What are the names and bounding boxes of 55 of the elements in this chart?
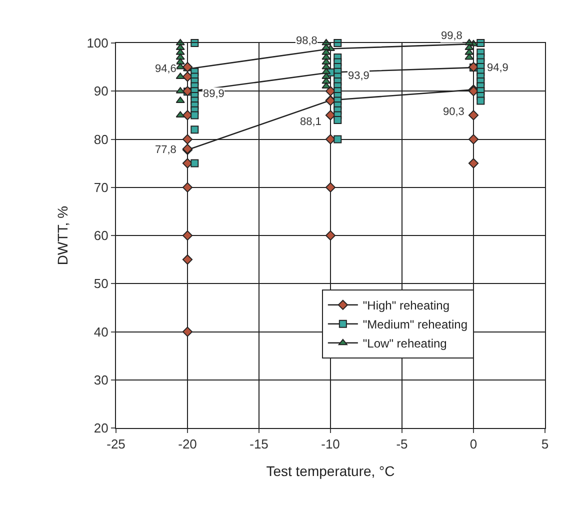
y-tick-label: 60	[94, 228, 108, 244]
y-axis-title: DWTT, %	[54, 206, 70, 266]
x-tick-label: -15	[250, 436, 268, 452]
point	[190, 111, 199, 120]
y-tick-label: 80	[94, 132, 108, 147]
point	[182, 254, 193, 265]
point	[464, 53, 474, 60]
annotation: 98,8	[296, 35, 318, 47]
y-tick-label: 90	[94, 84, 108, 99]
point	[322, 44, 331, 50]
legend-label: "Low" reheating	[362, 336, 447, 351]
point	[182, 326, 193, 337]
point	[322, 53, 331, 60]
point	[468, 158, 479, 168]
x-tick-label: 0	[470, 436, 478, 452]
legend-label: "Medium" reheating	[362, 318, 468, 332]
point	[468, 134, 479, 144]
y-tick-label: 70	[94, 180, 108, 195]
point	[468, 110, 479, 120]
y-tick-label: 40	[94, 324, 108, 340]
annotation: 77,8	[155, 144, 176, 156]
y-tick-label: 30	[94, 372, 108, 388]
annotation: 90,3	[443, 106, 464, 118]
point	[334, 116, 342, 124]
annotation: 94,9	[487, 62, 508, 74]
annotation: 93,9	[348, 70, 370, 82]
point	[325, 182, 336, 192]
annotation: 99,8	[441, 30, 462, 42]
legend-label: "High" reheating	[362, 298, 450, 313]
point	[476, 96, 485, 105]
y-tick-label: 50	[94, 276, 108, 292]
point	[334, 135, 342, 144]
annotation: 89,9	[203, 88, 224, 100]
y-tick-label: 20	[94, 420, 108, 436]
annotation: 94,6	[155, 63, 176, 75]
point	[182, 62, 193, 72]
point	[322, 68, 331, 74]
point	[182, 230, 193, 241]
y-tick-label: 100	[86, 36, 108, 51]
point	[190, 126, 199, 134]
annotation: 88,1	[300, 116, 322, 128]
point	[182, 134, 193, 144]
point	[176, 44, 185, 50]
x-tick-label: -5	[396, 436, 408, 452]
x-tick-label: -25	[106, 436, 126, 452]
x-axis-title: Test temperature, °C	[266, 462, 395, 479]
point	[176, 53, 185, 60]
point	[464, 44, 474, 50]
x-tick-label: -10	[321, 436, 340, 452]
point	[190, 159, 199, 168]
point	[182, 182, 193, 192]
point	[325, 230, 336, 241]
x-tick-label: 5	[541, 436, 549, 452]
point	[322, 82, 331, 89]
x-tick-label: -20	[178, 436, 197, 452]
